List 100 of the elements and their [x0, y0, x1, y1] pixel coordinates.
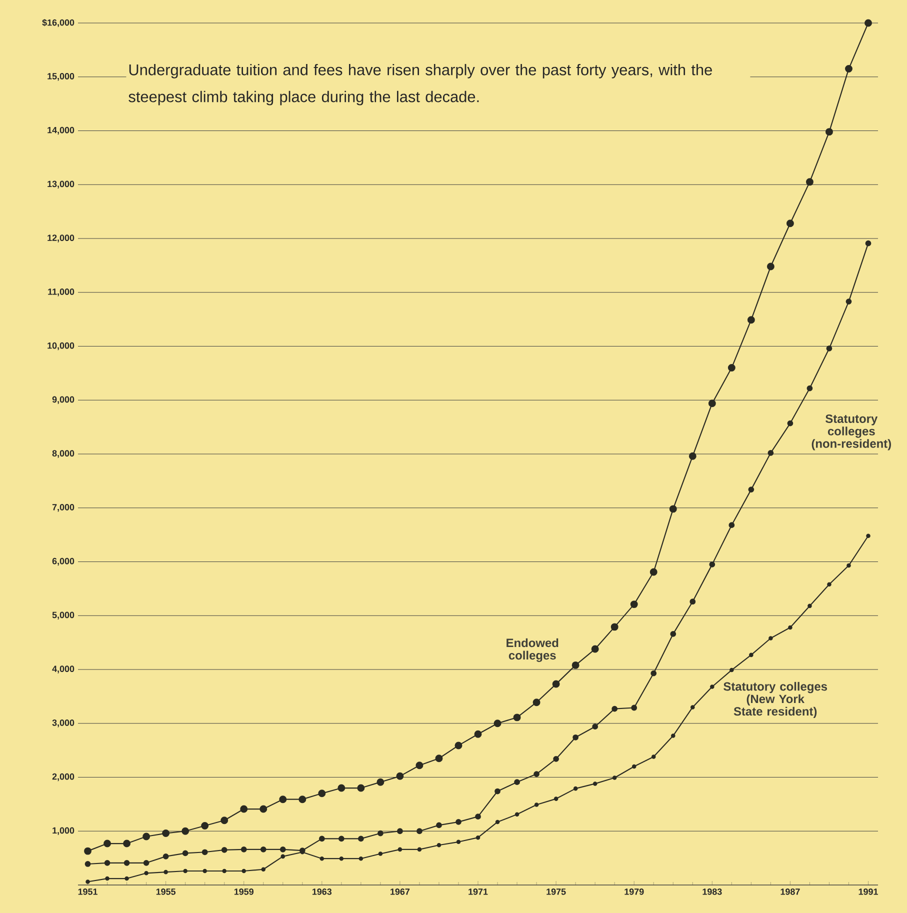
point — [474, 730, 482, 738]
point — [164, 870, 168, 874]
point — [709, 561, 716, 568]
point — [768, 636, 773, 640]
point — [494, 720, 502, 728]
point — [728, 522, 735, 528]
point — [416, 828, 422, 834]
point — [240, 805, 248, 813]
point — [650, 568, 658, 576]
point — [279, 796, 287, 804]
point — [688, 452, 696, 460]
x-tick-label: 1971 — [468, 888, 488, 895]
point — [475, 814, 481, 820]
point — [260, 805, 268, 813]
point — [748, 486, 754, 492]
point — [240, 846, 247, 852]
y-tick-label: 15,000 — [48, 73, 74, 81]
point — [532, 698, 540, 706]
series-label: Statutory colleges (New York State resident) — [724, 682, 828, 718]
point — [436, 842, 442, 848]
point — [514, 779, 520, 786]
y-tick-label: 12,000 — [48, 234, 74, 242]
point — [806, 385, 813, 392]
text: Undergraduate tuition and fees have risen sharply over the past forty years, with the steepest climb taking place during the last decade. — [128, 64, 712, 106]
point — [201, 822, 209, 830]
point — [182, 850, 188, 856]
point — [338, 836, 344, 842]
point — [261, 867, 266, 872]
point — [630, 600, 638, 608]
point — [182, 827, 190, 835]
point — [572, 661, 580, 669]
point — [827, 582, 832, 587]
point — [378, 852, 383, 856]
point — [104, 860, 110, 866]
point — [866, 534, 870, 538]
point — [552, 680, 560, 688]
point — [105, 876, 110, 881]
point — [573, 786, 578, 791]
point — [162, 854, 169, 860]
point — [826, 345, 832, 352]
point — [513, 714, 521, 722]
point — [378, 830, 384, 836]
point — [124, 860, 130, 866]
point — [397, 828, 403, 834]
point — [670, 734, 676, 738]
point — [86, 880, 90, 884]
point — [514, 812, 520, 817]
point — [591, 645, 599, 653]
point — [495, 820, 500, 824]
y-tick-label: 2,000 — [52, 773, 74, 782]
point — [456, 840, 461, 844]
point — [298, 796, 306, 804]
point — [669, 505, 677, 513]
point — [632, 764, 636, 769]
point — [454, 742, 462, 750]
y-tick-label: 8,000 — [52, 450, 74, 458]
point — [260, 846, 266, 852]
point — [84, 861, 91, 867]
x-tick-label: 1967 — [390, 888, 410, 895]
point — [142, 832, 150, 840]
y-tick-label: 11,000 — [48, 288, 74, 296]
y-tick-label: 13,000 — [48, 180, 74, 188]
point — [592, 724, 598, 730]
point — [846, 298, 852, 304]
point — [162, 830, 170, 838]
point — [435, 754, 443, 762]
x-tick-label: 1951 — [78, 888, 98, 895]
point — [220, 816, 228, 824]
x-tick-label: 1987 — [780, 888, 800, 895]
point — [768, 450, 774, 456]
point — [786, 220, 794, 228]
point — [183, 868, 188, 874]
point — [610, 623, 618, 631]
point — [358, 836, 364, 842]
point — [612, 706, 618, 712]
point — [376, 778, 384, 786]
point — [592, 782, 598, 786]
point — [865, 240, 872, 246]
point — [572, 734, 579, 740]
point — [436, 822, 442, 828]
point — [318, 790, 326, 798]
point — [749, 652, 754, 658]
point — [690, 598, 696, 605]
point — [494, 788, 500, 794]
x-tick-label: 1955 — [156, 888, 176, 895]
point — [730, 668, 734, 672]
point — [144, 871, 148, 876]
point — [670, 630, 676, 637]
point — [280, 854, 286, 859]
point — [202, 868, 207, 874]
point — [221, 847, 228, 853]
x-tick-label: 1975 — [546, 888, 566, 895]
point — [398, 847, 402, 852]
point — [710, 684, 714, 689]
point — [708, 400, 716, 408]
point — [202, 849, 208, 856]
point — [845, 65, 852, 73]
point — [143, 860, 150, 866]
point — [280, 846, 286, 852]
point — [846, 563, 851, 568]
